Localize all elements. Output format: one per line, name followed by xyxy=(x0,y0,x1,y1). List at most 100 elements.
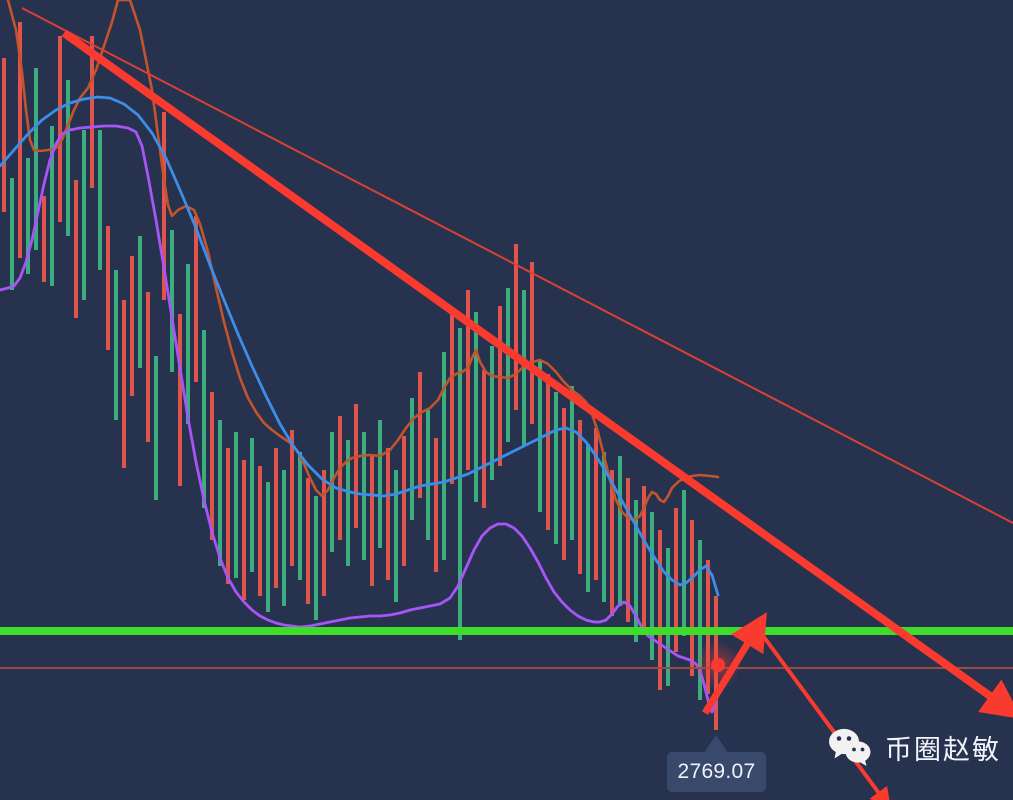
candle xyxy=(290,430,294,566)
candle xyxy=(90,36,94,188)
candle xyxy=(450,310,454,484)
candle xyxy=(98,130,102,270)
candle xyxy=(202,330,206,508)
candle xyxy=(314,496,318,620)
candle xyxy=(658,530,662,690)
price-tag-pointer xyxy=(703,735,729,754)
current-price-value: 2769.07 xyxy=(677,760,756,783)
watermark-label: 币圈赵敏 xyxy=(885,734,1001,765)
candle xyxy=(234,432,238,578)
candle xyxy=(250,438,254,572)
candle xyxy=(386,448,390,580)
candle xyxy=(474,312,478,502)
candle xyxy=(362,432,366,560)
candle xyxy=(370,456,374,586)
candle xyxy=(426,410,430,540)
candle xyxy=(586,444,590,592)
candle xyxy=(506,288,510,442)
candle xyxy=(26,158,30,274)
candle xyxy=(218,420,222,566)
candle xyxy=(106,226,110,350)
candle xyxy=(122,300,126,468)
candle xyxy=(442,352,446,560)
candle xyxy=(258,466,262,596)
candle xyxy=(82,130,86,300)
candle xyxy=(282,470,286,606)
ma-long-orange-line xyxy=(6,0,720,522)
current-price-tag[interactable]: 2769.07 xyxy=(667,752,766,792)
candle xyxy=(2,58,6,212)
candle xyxy=(554,392,558,544)
candle xyxy=(114,270,118,420)
candle xyxy=(618,456,622,606)
candle xyxy=(338,416,342,540)
candle xyxy=(514,244,518,410)
candle xyxy=(146,292,150,442)
candle xyxy=(10,178,14,290)
candle xyxy=(346,440,350,566)
candle xyxy=(570,386,574,540)
candle xyxy=(242,460,246,600)
candle xyxy=(410,398,414,520)
candle xyxy=(594,428,598,580)
wechat-icon xyxy=(829,728,871,766)
candle xyxy=(130,256,134,396)
candle xyxy=(482,370,486,508)
candle xyxy=(490,346,494,480)
candle xyxy=(394,470,398,602)
candle xyxy=(226,448,230,584)
candle xyxy=(162,112,166,300)
decline-projection-arrow[interactable] xyxy=(756,627,892,800)
candle xyxy=(546,374,550,530)
candle xyxy=(402,436,406,566)
candle xyxy=(378,420,382,548)
thick-downtrend-arrow[interactable] xyxy=(61,29,1013,720)
candle xyxy=(50,126,54,286)
candle xyxy=(194,216,198,382)
candle xyxy=(666,548,670,686)
candle xyxy=(18,22,22,258)
candle xyxy=(418,372,422,498)
candle xyxy=(538,360,542,512)
candle xyxy=(58,36,62,222)
candle xyxy=(306,478,310,604)
candle xyxy=(698,540,702,700)
candle xyxy=(330,432,334,552)
candle xyxy=(170,230,174,372)
candle xyxy=(650,512,654,660)
candle xyxy=(266,482,270,612)
candle xyxy=(634,500,638,642)
candle xyxy=(578,420,582,574)
candle xyxy=(66,80,70,236)
candle xyxy=(322,470,326,596)
candle xyxy=(690,520,694,676)
candle xyxy=(466,290,470,470)
thin-trendline[interactable] xyxy=(21,7,1013,524)
candlestick-series xyxy=(2,22,718,730)
ma-fast-blue-line xyxy=(0,95,720,597)
candle xyxy=(602,452,606,602)
candle xyxy=(642,486,646,634)
candle xyxy=(74,180,78,318)
candle xyxy=(138,236,142,368)
candle xyxy=(562,408,566,560)
candle xyxy=(522,290,526,446)
candle xyxy=(674,508,678,652)
candle xyxy=(530,262,534,424)
candle xyxy=(682,490,686,636)
candle xyxy=(610,470,614,616)
candle xyxy=(354,404,358,528)
candle xyxy=(274,448,278,588)
candle xyxy=(298,452,302,580)
candle xyxy=(178,314,182,486)
entry-point-marker[interactable] xyxy=(711,658,725,672)
candle xyxy=(210,392,214,540)
candle xyxy=(498,306,502,466)
candle xyxy=(42,196,46,282)
candle xyxy=(186,264,190,424)
candle xyxy=(434,438,438,572)
candle xyxy=(458,328,462,640)
watermark: 币圈赵敏 xyxy=(828,727,1001,767)
